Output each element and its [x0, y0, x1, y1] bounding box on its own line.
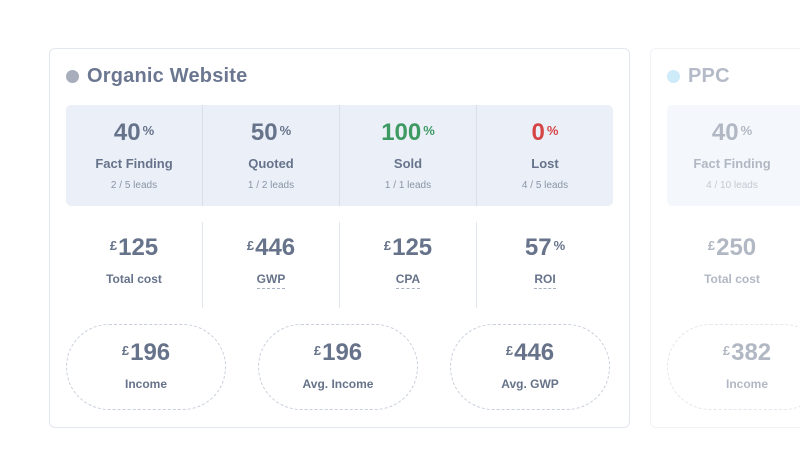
- metric-label-tooltip[interactable]: GWP: [256, 272, 286, 289]
- card-header: PPC: [667, 65, 730, 88]
- income-summary: £382 Income: [667, 324, 800, 410]
- metric-label-tooltip[interactable]: ROI: [534, 272, 556, 289]
- stage-leads: 1 / 2 leads: [247, 180, 295, 191]
- pill-label: Avg. Income: [302, 377, 374, 391]
- pill-label: Income: [124, 377, 167, 391]
- pill-income: £382 Income: [667, 324, 800, 410]
- stage-label: Fact Finding: [95, 156, 173, 171]
- stage-leads: 4 / 5 leads: [521, 180, 569, 191]
- cost-metrics: £125 Total cost £446 GWP £125 CPA 57% RO…: [66, 222, 613, 308]
- funnel-stages: 40% Fact Finding 4 / 10 leads: [667, 105, 800, 206]
- pill-value: £196: [121, 339, 171, 366]
- stage-fact-finding[interactable]: 40% Fact Finding 4 / 10 leads: [667, 105, 797, 206]
- stage-fact-finding[interactable]: 40% Fact Finding 2 / 5 leads: [66, 105, 202, 206]
- pill-income: £196 Income: [66, 324, 226, 410]
- funnel-stages: 40% Fact Finding 2 / 5 leads 50% Quoted …: [66, 105, 613, 206]
- stage-percent: 0%: [531, 119, 559, 146]
- stage-quoted[interactable]: 50% Quoted 1 / 2 leads: [202, 105, 339, 206]
- stage-percent: 40%: [711, 119, 753, 146]
- stage-label: Lost: [531, 156, 559, 171]
- metric-total-cost: £125 Total cost: [66, 222, 202, 308]
- card-header: Organic Website: [66, 65, 247, 88]
- pill-value: £382: [722, 339, 772, 366]
- card-title: PPC: [688, 65, 730, 87]
- status-dot-icon: [667, 70, 680, 83]
- metric-label: Total cost: [704, 272, 760, 286]
- pill-avg-income: £196 Avg. Income: [258, 324, 418, 410]
- stage-percent: 40%: [113, 119, 155, 146]
- stage-label: Sold: [393, 156, 423, 171]
- metric-value: £125: [383, 234, 433, 261]
- metric-label: Total cost: [106, 272, 162, 286]
- cost-metrics: £250 Total cost: [667, 222, 800, 308]
- status-dot-icon: [66, 70, 79, 83]
- income-summary: £196 Income £196 Avg. Income £446 Avg. G…: [66, 324, 610, 410]
- pill-label: Avg. GWP: [501, 377, 559, 391]
- metric-label-tooltip[interactable]: CPA: [395, 272, 421, 289]
- metric-total-cost: £250 Total cost: [667, 222, 797, 308]
- stage-label: Quoted: [248, 156, 294, 171]
- stage-lost[interactable]: 0% Lost 4 / 5 leads: [476, 105, 613, 206]
- pill-label: Income: [725, 377, 768, 391]
- stage-label: Fact Finding: [693, 156, 771, 171]
- pill-value: £446: [505, 339, 555, 366]
- pill-avg-gwp: £446 Avg. GWP: [450, 324, 610, 410]
- metric-value: £446: [246, 234, 296, 261]
- stage-sold[interactable]: 100% Sold 1 / 1 leads: [339, 105, 476, 206]
- source-card-ppc: PPC 40% Fact Finding 4 / 10 leads £250 T…: [650, 48, 800, 428]
- metric-roi: 57% ROI: [476, 222, 613, 308]
- stage-percent: 50%: [250, 119, 292, 146]
- metric-gwp: £446 GWP: [202, 222, 339, 308]
- source-card-organic-website: Organic Website 40% Fact Finding 2 / 5 l…: [49, 48, 630, 428]
- metric-cpa: £125 CPA: [339, 222, 476, 308]
- metric-value: 57%: [524, 234, 566, 261]
- pill-value: £196: [313, 339, 363, 366]
- metric-value: £250: [707, 234, 757, 261]
- stage-leads: 2 / 5 leads: [110, 180, 158, 191]
- card-title: Organic Website: [87, 65, 248, 87]
- stage-leads: 1 / 1 leads: [384, 180, 432, 191]
- stage-leads: 4 / 10 leads: [706, 180, 758, 191]
- stage-percent: 100%: [381, 119, 435, 146]
- metric-value: £125: [109, 234, 159, 261]
